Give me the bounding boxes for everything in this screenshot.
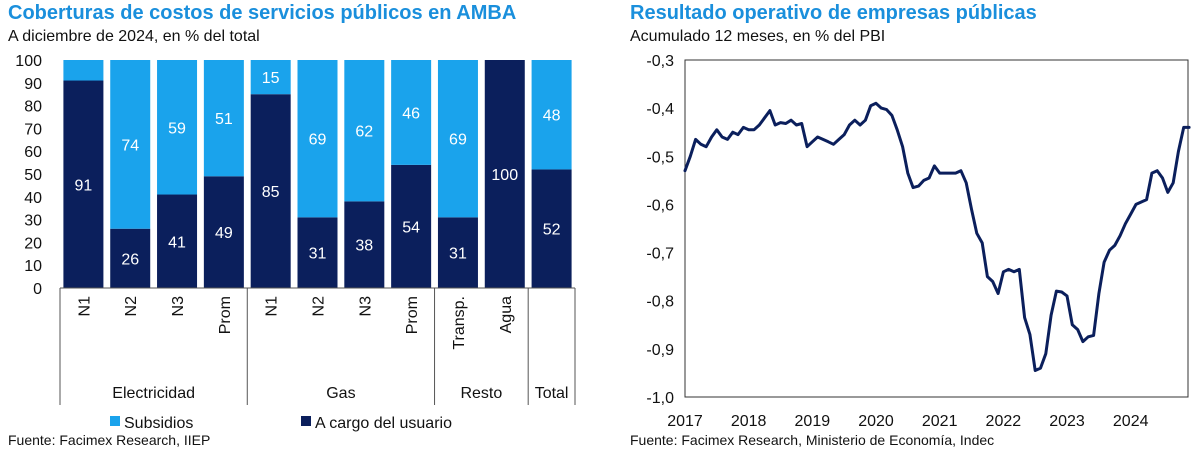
y-tick-label: 20	[24, 235, 42, 252]
y-tick-label: -0,7	[646, 246, 674, 263]
y-tick-label: -0,4	[646, 101, 674, 118]
legend-swatch-subsidios	[110, 416, 120, 426]
bar-subsidios	[391, 60, 432, 165]
category-label: N2	[311, 296, 328, 317]
right-chart-source: Fuente: Facimex Research, Ministerio de …	[630, 432, 995, 448]
bar-value-label: 46	[402, 105, 420, 122]
bar-value-label: 85	[262, 184, 280, 201]
y-tick-label: 70	[24, 121, 42, 138]
bar-subsidios	[157, 60, 198, 195]
group-label: Total	[535, 385, 569, 402]
bar-value-label: 38	[355, 238, 373, 255]
x-tick-label: 2024	[1113, 413, 1149, 430]
left-chart-title: Coberturas de costos de servicios públic…	[8, 2, 517, 24]
y-tick-label: -1,0	[646, 390, 674, 407]
x-tick-label: 2017	[667, 413, 703, 430]
bar-subsidios	[297, 60, 338, 218]
left-chart-subtitle: A diciembre de 2024, en % del total	[8, 28, 260, 45]
x-tick-label: 2022	[986, 413, 1022, 430]
category-label: N3	[357, 296, 374, 317]
bar-value-label: 69	[309, 132, 327, 149]
y-tick-label: -0,8	[646, 294, 674, 311]
bar-value-label: 41	[168, 234, 186, 251]
bar-value-label: 48	[543, 108, 561, 125]
x-tick-label: 2020	[858, 413, 894, 430]
bar-value-label: 74	[121, 137, 139, 154]
y-tick-label: -0,9	[646, 342, 674, 359]
bar-usuario	[297, 217, 338, 288]
group-label: Gas	[326, 385, 355, 402]
bar-value-label: 54	[402, 219, 420, 236]
right-chart-subtitle: Acumulado 12 meses, en % del PBI	[630, 28, 886, 45]
category-label: N1	[76, 296, 93, 317]
group-label: Electricidad	[112, 385, 195, 402]
right-chart-title: Resultado operativo de empresas públicas	[630, 2, 1037, 24]
y-tick-label: 100	[15, 53, 42, 70]
series-line	[683, 101, 1191, 372]
bar-usuario	[531, 169, 572, 288]
y-tick-label: 50	[24, 167, 42, 184]
x-tick-label: 2021	[922, 413, 958, 430]
bar-subsidios	[63, 60, 104, 81]
y-tick-label: 80	[24, 99, 42, 116]
bar-value-label: 59	[168, 120, 186, 137]
bar-value-label: 62	[355, 124, 373, 141]
bar-usuario	[110, 228, 151, 288]
legend-label-subsidios: Subsidios	[124, 415, 193, 432]
left-chart-source: Fuente: Facimex Research, IIEP	[8, 432, 211, 448]
category-label: Prom	[217, 296, 234, 334]
y-tick-label: 40	[24, 190, 42, 207]
y-tick-label: 60	[24, 144, 42, 161]
bar-subsidios	[250, 60, 291, 95]
y-tick-label: 10	[24, 258, 42, 275]
y-tick-label: 30	[24, 213, 42, 230]
bar-value-label: 15	[262, 70, 280, 87]
x-tick-label: 2019	[795, 413, 831, 430]
bar-subsidios	[203, 60, 244, 177]
bar-value-label: 51	[215, 111, 233, 128]
plot-frame	[684, 59, 1189, 398]
bar-usuario	[344, 201, 385, 288]
bar-value-label: 31	[309, 246, 327, 263]
bar-value-label: 100	[491, 167, 518, 184]
bar-subsidios	[110, 60, 151, 229]
bar-subsidios	[344, 60, 385, 202]
bar-value-label: 31	[449, 246, 467, 263]
y-tick-label: 0	[33, 281, 42, 298]
bar-usuario	[437, 217, 478, 288]
bar-usuario	[250, 94, 291, 288]
x-tick-label: 2023	[1049, 413, 1085, 430]
bar-usuario	[63, 80, 104, 289]
bar-usuario	[484, 60, 525, 288]
bar-usuario	[391, 164, 432, 288]
bar-value-label: 91	[75, 177, 93, 194]
y-tick-label: -0,6	[646, 197, 674, 214]
bar-value-label: 26	[121, 251, 139, 268]
category-label: N3	[170, 296, 187, 317]
category-label: N2	[123, 296, 140, 317]
bar-subsidios	[437, 60, 478, 218]
category-label: N1	[264, 296, 281, 317]
x-tick-label: 2018	[731, 413, 767, 430]
y-tick-label: -0,5	[646, 149, 674, 166]
category-label: Transp.	[451, 296, 468, 350]
bar-usuario	[203, 176, 244, 288]
category-label: Agua	[498, 296, 515, 333]
y-tick-label: 90	[24, 76, 42, 93]
y-tick-label: -0,3	[646, 53, 674, 70]
bar-usuario	[157, 194, 198, 288]
bar-value-label: 52	[543, 222, 561, 239]
bar-value-label: 69	[449, 132, 467, 149]
legend-swatch-usuario	[301, 416, 311, 426]
group-label: Resto	[460, 385, 502, 402]
bar-value-label: 49	[215, 225, 233, 242]
legend-label-usuario: A cargo del usuario	[315, 415, 452, 432]
category-label: Prom	[404, 296, 421, 334]
bar-subsidios	[531, 60, 572, 170]
